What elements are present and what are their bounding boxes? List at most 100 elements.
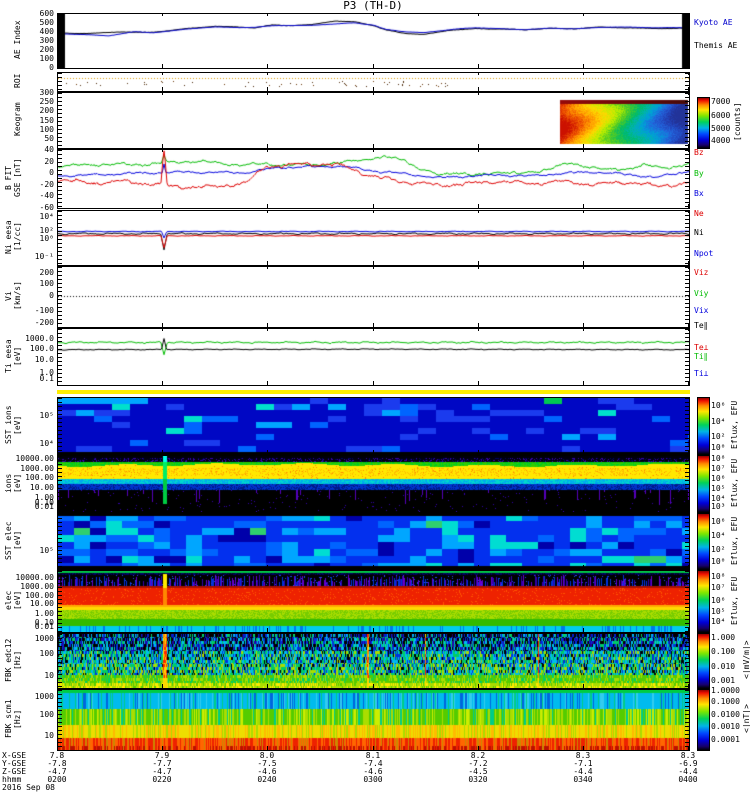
right-axis-ticks	[685, 690, 689, 750]
time-tick	[267, 149, 268, 152]
ytick-label: 0.1	[39, 373, 54, 383]
time-tick	[162, 13, 163, 16]
time-tick	[57, 323, 58, 327]
colorbar-unit-label: [counts]	[733, 102, 742, 142]
colorbar-fbk-edc	[697, 633, 710, 689]
panel-vi	[57, 266, 690, 328]
axis-value: -7.2	[468, 759, 488, 768]
time-tick	[267, 508, 268, 512]
time-tick	[57, 266, 58, 269]
axis-value: -4.6	[363, 767, 383, 776]
ytick-label: 600	[39, 9, 54, 18]
time-tick	[478, 328, 479, 331]
axis-row-label-y-gse: Y-GSE	[2, 759, 27, 768]
ytick-label: 100.00	[25, 591, 54, 600]
panel-ti	[57, 328, 690, 386]
axis-value: -4.4	[573, 767, 593, 776]
time-tick	[373, 210, 374, 213]
time-tick	[478, 87, 479, 91]
time-tick	[688, 210, 689, 213]
colorbar-tick-label: 10⁸	[711, 453, 726, 463]
time-tick	[57, 328, 58, 331]
ytick-label: -40	[39, 191, 54, 201]
colorbar-unit-label: Eflux, EFU	[730, 400, 739, 450]
ytick-label: 100	[39, 648, 54, 658]
canvas-vi	[58, 267, 689, 327]
right-axis-ticks	[685, 514, 689, 569]
time-tick	[57, 565, 58, 569]
ytick-label: 10²	[39, 225, 54, 235]
colorbar-tick-label: 10⁵	[711, 484, 726, 494]
time-tick	[267, 684, 268, 688]
trace-label-ne: Ne	[694, 209, 704, 219]
axis-value: 7.9	[154, 751, 170, 760]
time-tick	[478, 565, 479, 569]
right-axis-ticks	[685, 73, 689, 91]
time-tick	[267, 261, 268, 265]
time-tick	[583, 746, 584, 750]
colorbar-keogram	[697, 97, 710, 149]
left-axis-ticks	[58, 690, 62, 750]
ytick-label: 500	[39, 18, 54, 28]
colorbar-sst-elec	[697, 513, 710, 570]
left-axis-ticks	[58, 211, 62, 265]
time-tick	[57, 261, 58, 265]
axis-value: 0200	[47, 775, 67, 784]
colorbar-tick-label: 10⁸	[711, 572, 726, 582]
ytick-label: 400	[39, 26, 54, 36]
time-tick	[478, 149, 479, 152]
trace-label-ti: Ti∥	[694, 352, 708, 361]
time-tick	[583, 64, 584, 68]
panel-ae-index	[57, 13, 690, 69]
right-axis-ticks	[685, 93, 689, 148]
time-tick	[57, 210, 58, 213]
panel-keogram	[57, 92, 690, 149]
time-tick	[373, 323, 374, 327]
colorbar-tick-label: 5000	[711, 124, 731, 133]
colorbar-tick-label: 10⁷	[711, 463, 726, 473]
time-tick	[162, 204, 163, 208]
axis-value: -4.7	[47, 767, 67, 776]
time-tick	[688, 508, 689, 512]
time-tick	[688, 92, 689, 95]
ytick-label: -60	[39, 203, 54, 212]
ytick-label: 1000.00	[20, 581, 54, 591]
panel-b-fit	[57, 149, 690, 209]
time-tick	[267, 628, 268, 632]
time-tick	[57, 628, 58, 632]
time-tick	[57, 149, 58, 152]
time-tick	[478, 684, 479, 688]
left-axis-ticks	[58, 329, 62, 385]
time-tick	[162, 87, 163, 91]
ytick-label: 0	[49, 63, 54, 72]
time-tick	[373, 149, 374, 152]
time-tick	[688, 381, 689, 385]
ytick-label: 100	[39, 124, 54, 134]
ytick-label: 0.10	[34, 617, 54, 627]
ytick-label: 10.00	[29, 598, 54, 608]
time-tick	[373, 565, 374, 569]
ytick-label: -20	[39, 179, 54, 189]
time-tick	[57, 144, 58, 148]
time-tick	[583, 204, 584, 208]
time-tick	[162, 565, 163, 569]
canvas-fbk-edc	[58, 634, 689, 688]
colorbar-tick-label: 10⁰	[711, 556, 726, 566]
time-tick	[583, 13, 584, 16]
time-tick	[373, 684, 374, 688]
time-tick	[373, 87, 374, 91]
time-tick	[583, 144, 584, 148]
axis-value: 8.3	[680, 751, 696, 760]
time-tick	[57, 450, 58, 454]
time-tick	[583, 210, 584, 213]
time-tick	[478, 64, 479, 68]
ylabel-sst-elec: SST elec	[4, 521, 13, 560]
colorbar-esa-elec	[697, 570, 710, 633]
ytick-label: 0.10	[34, 498, 54, 508]
axis-value: -6.9	[678, 759, 698, 768]
colorbar-tick-label: 10⁴	[711, 494, 726, 504]
ytick-label: 10	[44, 731, 54, 741]
ytick-label: 10000.00	[15, 572, 54, 582]
axis-value: 0300	[363, 775, 383, 784]
